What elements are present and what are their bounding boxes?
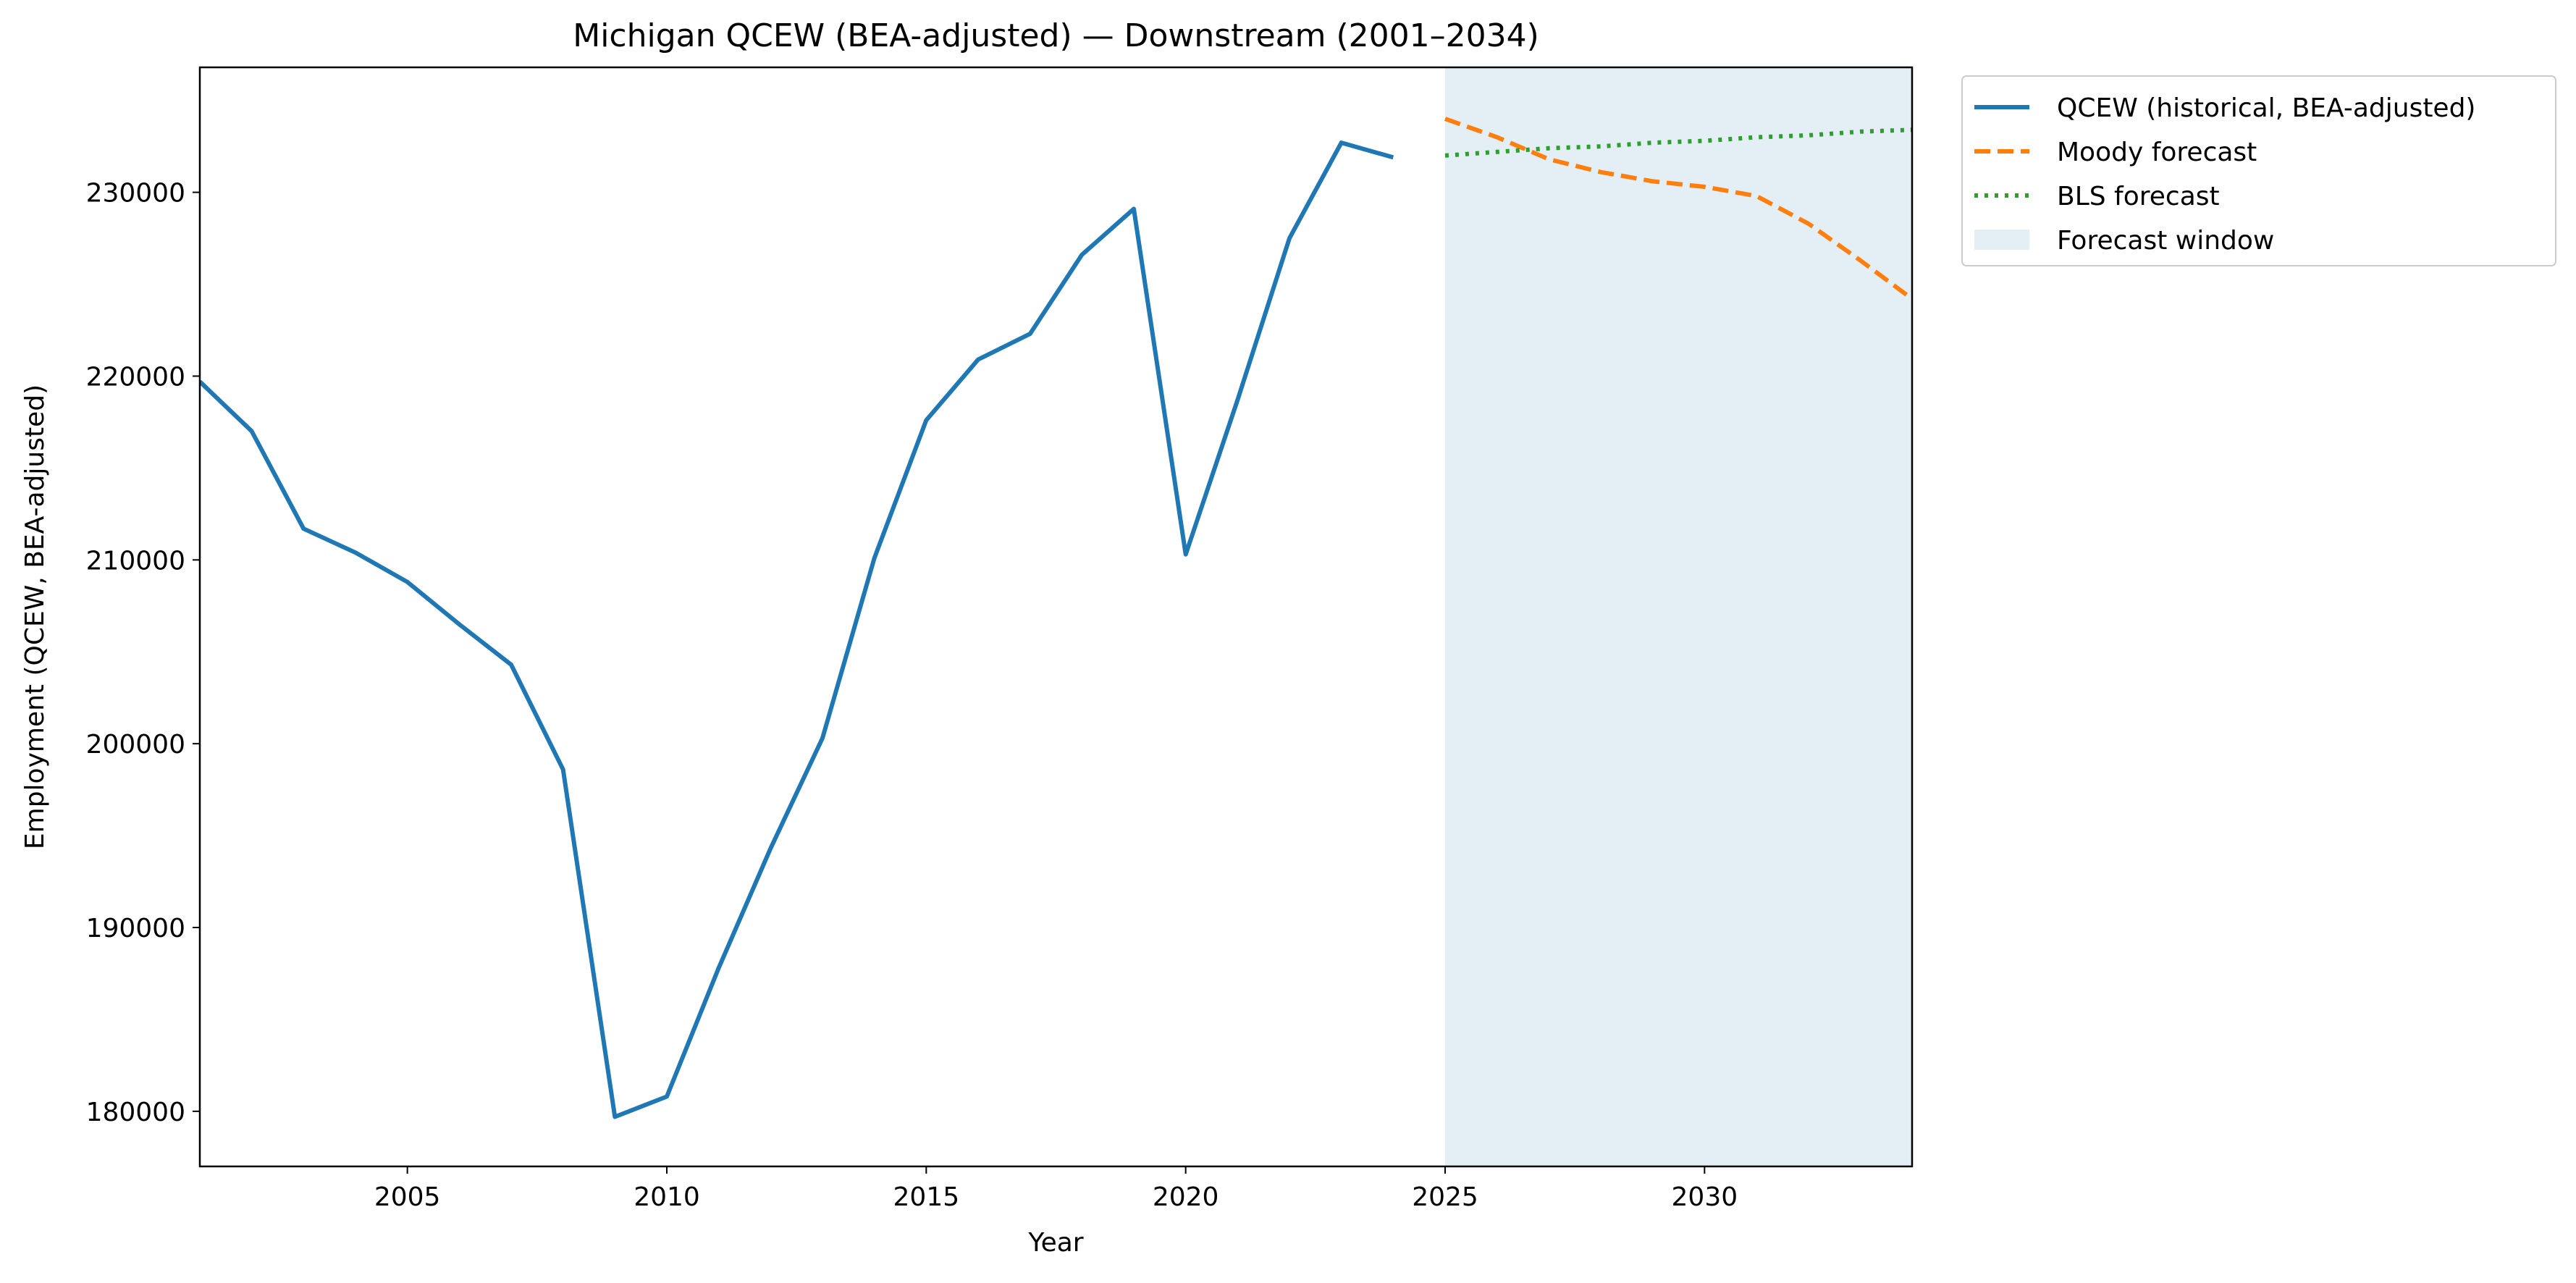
y-tick-label-5: 230000 xyxy=(86,179,185,209)
y-axis-ticks: 180000 190000 200000 210000 220000 230000 xyxy=(86,179,200,1127)
x-axis-title: Year xyxy=(1027,1228,1083,1258)
x-tick-label-5: 2030 xyxy=(1672,1182,1738,1212)
legend-label-forecast-window: Forecast window xyxy=(2057,226,2274,256)
legend-box xyxy=(1961,75,2556,266)
x-axis-ticks: 2005 2010 2015 2020 2025 2030 xyxy=(374,1166,1738,1212)
series-line-1 xyxy=(1444,117,1912,301)
y-tick-label-4: 220000 xyxy=(86,362,185,392)
series-layer xyxy=(200,117,1912,1119)
legend-swatch-forecast-window xyxy=(1974,230,2029,250)
y-tick-label-1: 190000 xyxy=(86,914,185,943)
forecast-window-band xyxy=(1445,67,1912,1166)
x-tick-label-2: 2015 xyxy=(893,1182,960,1212)
x-tick-label-3: 2020 xyxy=(1153,1182,1219,1212)
legend-label-1: Moody forecast xyxy=(2057,138,2257,167)
legend: QCEW (historical, BEA-adjusted) Moody for… xyxy=(1961,75,2556,266)
y-tick-label-2: 200000 xyxy=(86,730,185,760)
x-tick-label-0: 2005 xyxy=(374,1182,441,1212)
y-tick-label-3: 210000 xyxy=(86,546,185,576)
legend-label-2: BLS forecast xyxy=(2057,182,2220,211)
legend-label-0: QCEW (historical, BEA-adjusted) xyxy=(2057,93,2475,123)
x-tick-label-4: 2025 xyxy=(1412,1182,1478,1212)
x-tick-label-1: 2010 xyxy=(634,1182,700,1212)
plot-frame xyxy=(198,66,1914,1168)
y-tick-label-0: 180000 xyxy=(86,1098,185,1127)
y-axis-title: Employment (QCEW, BEA-adjusted) xyxy=(20,384,50,849)
chart-title: Michigan QCEW (BEA-adjusted) — Downstrea… xyxy=(573,17,1539,54)
series-line-2 xyxy=(1444,127,1912,158)
series-line-0 xyxy=(200,140,1394,1119)
forecast-window-layer xyxy=(1445,67,1912,1166)
